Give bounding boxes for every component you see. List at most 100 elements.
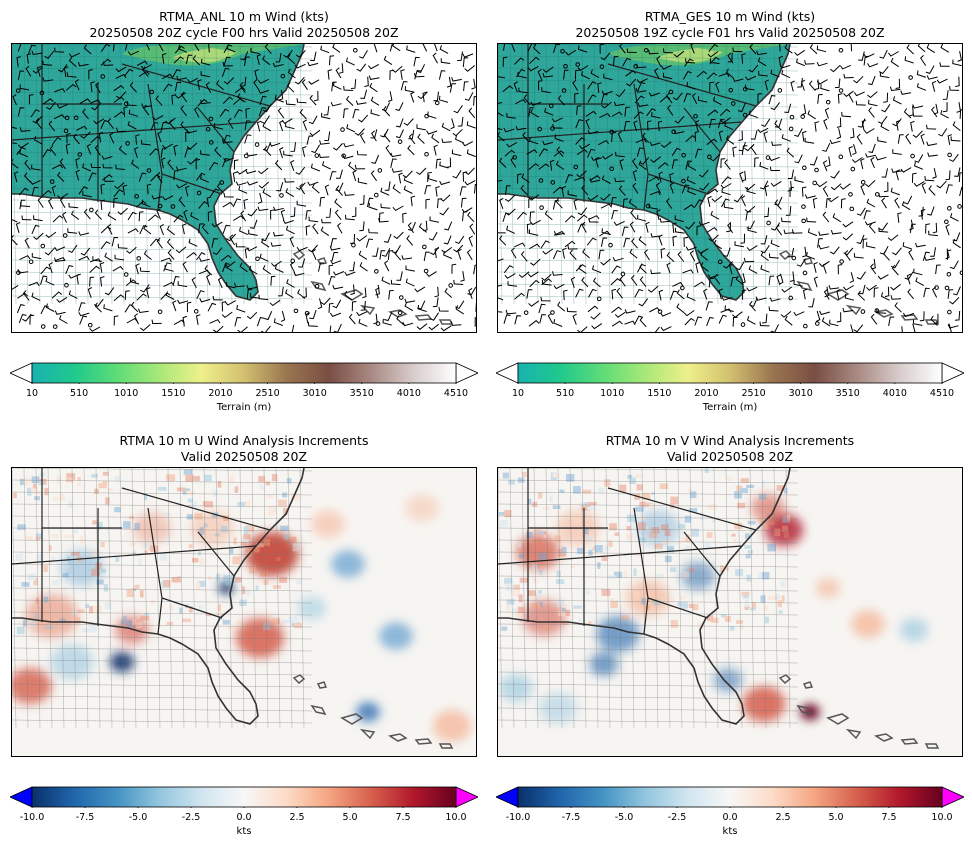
wind-barb (505, 309, 517, 315)
wind-barb (312, 223, 319, 235)
increment-cell (579, 502, 587, 511)
wind-barb (683, 93, 691, 103)
wind-barb (745, 84, 755, 91)
wind-barb (51, 291, 63, 299)
wind-barb (19, 127, 31, 132)
wind-barb (159, 223, 164, 236)
wind-barb (822, 160, 828, 172)
wind-barb (895, 78, 901, 89)
wind-barb (369, 82, 378, 93)
wind-barb (405, 278, 415, 287)
wind-barb (223, 157, 235, 163)
wind-barb (295, 49, 306, 58)
wind-barb (498, 101, 503, 105)
increment-cell (651, 527, 660, 534)
increment-cell (768, 595, 777, 601)
wind-barb (52, 215, 64, 223)
increment-cell (639, 501, 647, 508)
wind-barb (581, 71, 591, 80)
increment-cell (98, 483, 107, 489)
wind-barb (802, 288, 808, 300)
increment-cell (245, 525, 255, 533)
increment-cell (123, 521, 131, 529)
increment-cell (636, 484, 643, 491)
wind-barb (227, 118, 234, 129)
wind-barb (296, 200, 307, 207)
wind-barb (239, 226, 249, 236)
increment-cell (15, 553, 23, 562)
increment-cell (129, 515, 135, 520)
colorbar-tick-label: 4510 (443, 388, 469, 399)
increment-cell (512, 607, 517, 615)
wind-barb (89, 276, 95, 287)
wind-barb (318, 153, 330, 159)
wind-barb (526, 149, 538, 155)
wind-barb (781, 134, 791, 142)
wind-barb (574, 69, 580, 80)
increment-cell (639, 537, 647, 543)
wind-barb (577, 45, 588, 53)
wind-barb (232, 215, 244, 221)
increment-cell (681, 605, 686, 609)
wind-barb (66, 72, 77, 78)
wind-barb (817, 94, 823, 104)
wind-barb (186, 252, 197, 259)
wind-barb (368, 63, 380, 70)
wind-barb (389, 69, 395, 80)
wind-barb (262, 265, 271, 275)
colorbar-under-extend (495, 362, 519, 384)
wind-barb (173, 214, 184, 223)
wind-barb (28, 44, 36, 54)
coastline (12, 44, 305, 301)
wind-barb (748, 64, 759, 73)
increment-cell (625, 533, 633, 541)
wind-barb (663, 48, 673, 54)
wind-barb (826, 156, 831, 167)
wind-barb (665, 92, 673, 104)
increment-cell (263, 579, 269, 585)
wind-barb (194, 44, 200, 52)
increment-cell (708, 504, 717, 510)
increment-cell (556, 579, 565, 585)
wind-barb (528, 229, 539, 236)
wind-barb (26, 53, 32, 64)
colorbar-tick-label: 10.0 (445, 812, 467, 823)
increment-anomaly (499, 674, 533, 702)
increment-cell (677, 601, 685, 607)
wind-barb (940, 44, 950, 53)
increment-cell (247, 526, 251, 530)
increment-cell (594, 545, 603, 553)
wind-barb (694, 316, 703, 326)
wind-barb (184, 148, 192, 158)
wind-barb (755, 296, 767, 301)
increment-cell (189, 606, 193, 613)
calm-wind-circle (599, 64, 605, 69)
increment-cell (587, 506, 596, 511)
wind-barb (178, 44, 188, 53)
wind-barb (468, 107, 476, 119)
calm-wind-circle (89, 207, 94, 213)
colorbar-tick-label: 510 (70, 388, 89, 399)
wind-barb (413, 56, 420, 67)
wind-barb (102, 163, 113, 169)
colorbar-gradient (517, 786, 943, 808)
wind-barb (396, 271, 403, 281)
wind-barb (180, 121, 188, 132)
wind-barb (637, 102, 649, 107)
wind-barb (853, 253, 864, 259)
wind-barb (810, 156, 818, 166)
wind-barb (334, 209, 342, 221)
increment-cell (197, 529, 205, 534)
wind-barb (33, 232, 44, 240)
wind-barb (721, 198, 730, 208)
wind-barb (761, 118, 771, 128)
wind-barb (74, 79, 80, 91)
calm-wind-circle (170, 204, 176, 209)
increment-cell (215, 573, 221, 582)
increment-anomaly (516, 534, 560, 570)
colorbar-tick-label: 10 (25, 388, 39, 399)
wind-barb (68, 273, 80, 279)
wind-barb (296, 98, 307, 104)
wind-barb (107, 118, 114, 129)
wind-barb (617, 131, 623, 143)
